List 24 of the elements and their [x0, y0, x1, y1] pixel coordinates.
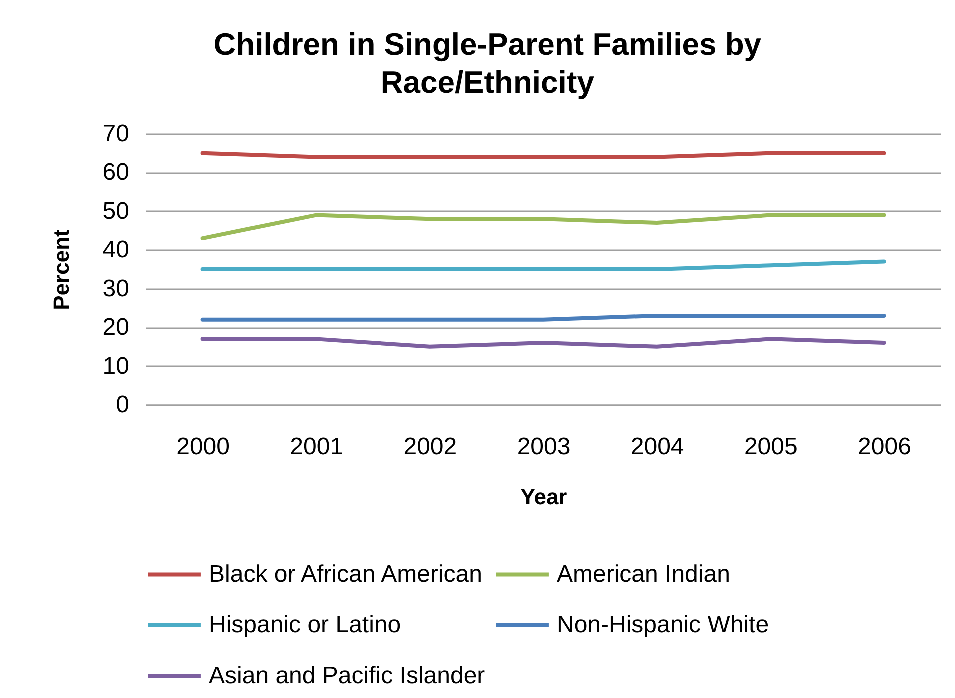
- y-tick-label: 30: [102, 275, 130, 302]
- legend-label: Black or African American: [209, 560, 482, 588]
- y-axis-title: Percent: [48, 228, 74, 310]
- line-series: [200, 213, 886, 241]
- legend-label: Non-Hispanic White: [557, 612, 770, 638]
- y-tick-label: 10: [102, 352, 130, 380]
- x-tick-label: 2006: [858, 434, 912, 460]
- y-tick-label: 60: [102, 159, 130, 186]
- x-axis-title: Year: [520, 484, 568, 510]
- legend-label: Asian and Pacific Islander: [209, 662, 486, 690]
- x-tick-label: 2002: [404, 434, 458, 460]
- y-tick-label: 40: [102, 236, 130, 264]
- chart-title: Children in Single-Parent Families by Race/Ethnicity: [214, 27, 762, 100]
- y-tick-label: 0: [116, 392, 130, 418]
- x-tick-label: 2004: [630, 434, 684, 460]
- y-tick-label: 70: [102, 120, 130, 148]
- x-tick-label: 2000: [176, 434, 230, 460]
- x-tick-label: 2001: [290, 434, 344, 460]
- y-tick-label: 20: [102, 314, 130, 342]
- y-tick-label: 50: [102, 198, 130, 225]
- x-tick-label: 2005: [744, 434, 798, 460]
- legend-label: American Indian: [557, 560, 730, 588]
- legend-label: Hispanic or Latino: [209, 612, 402, 638]
- x-tick-label: 2003: [517, 434, 571, 460]
